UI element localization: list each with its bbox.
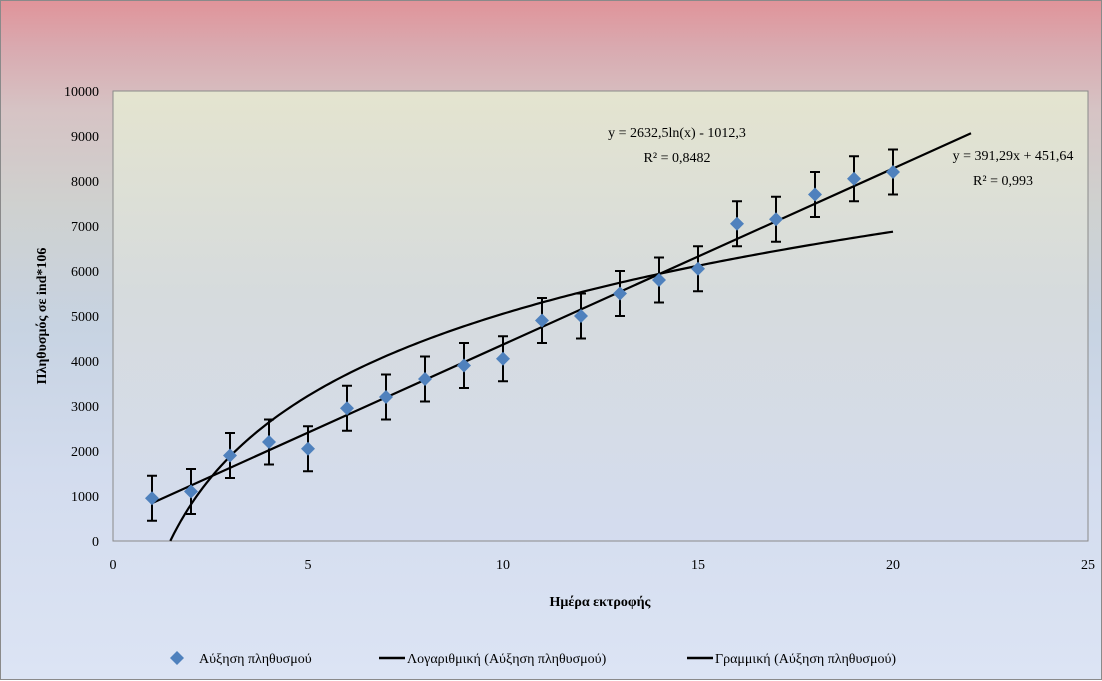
legend-diamond-icon [170,651,184,665]
x-tick-label: 15 [691,558,705,573]
data-point [691,261,705,276]
x-tick-label: 5 [305,558,312,573]
y-tick-label: 1000 [71,490,99,505]
data-point [808,187,822,202]
x-tick-label: 25 [1081,558,1095,573]
y-tick-label: 9000 [71,130,99,145]
data-point [379,390,393,404]
y-tick-label: 7000 [71,220,99,235]
data-point [769,212,783,227]
data-point [184,484,198,499]
legend-label-log: Λογαριθμική (Αύξηση πληθυσμού) [407,652,607,667]
y-tick-label: 0 [92,535,99,550]
y-tick-label: 10000 [64,85,99,100]
legend: Αύξηση πληθυσμού Λογαριθμική (Αύξηση πλη… [170,651,896,667]
log-r2-label: R² = 0,8482 [644,151,711,166]
y-tick-label: 4000 [71,355,99,370]
linear-equation-label: y = 391,29x + 451,64 [953,149,1074,164]
data-point [301,441,315,456]
legend-label-linear: Γραμμική (Αύξηση πληθυσμού) [715,652,896,667]
legend-label-series: Αύξηση πληθυσμού [199,652,312,667]
data-point [652,273,666,287]
x-tick-label: 10 [496,558,510,573]
x-axis-title: Ημέρα εκτροφής [550,595,652,610]
log-trendline [169,230,894,542]
plot-area [112,90,1089,542]
data-point [262,435,276,449]
y-tick-label: 5000 [71,310,99,325]
log-equation-label: y = 2632,5ln(x) - 1012,3 [608,126,746,141]
y-axis-ticks: 0 1000 2000 3000 4000 5000 6000 7000 8000 9000 100… [64,85,99,550]
data-point [340,401,354,416]
x-tick-label: 20 [886,558,900,573]
y-tick-label: 2000 [71,445,99,460]
y-axis-title: Πληθυσμός σε ind*106 [35,248,50,385]
data-point [223,448,237,463]
x-axis-ticks: 0 5 10 15 20 25 [110,558,1096,573]
data-points [145,165,900,506]
linear-trendline [151,132,972,505]
data-point [145,491,159,506]
data-point [535,313,549,328]
x-tick-label: 0 [110,558,117,573]
linear-r2-label: R² = 0,993 [973,174,1033,189]
data-point [613,286,627,301]
data-point [496,351,510,366]
data-point [886,165,900,179]
y-tick-label: 6000 [71,265,99,280]
data-point [730,216,744,231]
data-point [847,171,861,186]
y-tick-label: 3000 [71,400,99,415]
data-point [457,358,471,373]
data-point [418,372,432,386]
y-tick-label: 8000 [71,175,99,190]
data-point [574,309,588,323]
